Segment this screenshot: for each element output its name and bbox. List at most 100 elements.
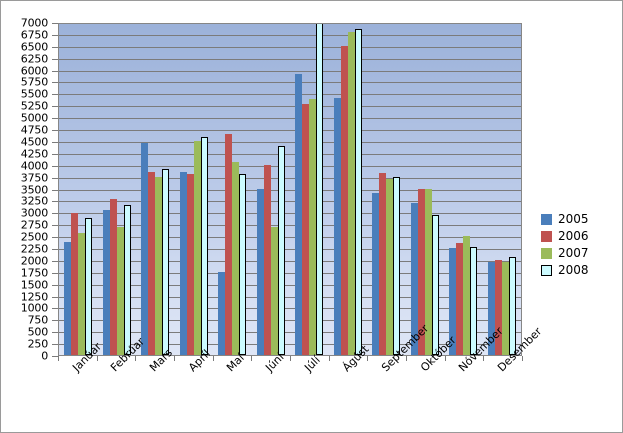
legend-label-2006: 2006 — [558, 229, 589, 243]
gridline — [59, 130, 521, 132]
bar-júlí-2005[interactable] — [295, 74, 303, 355]
bar-júní-2005[interactable] — [256, 188, 264, 355]
bar-febrúar-2008[interactable] — [123, 205, 131, 355]
bar-desember-2006[interactable] — [494, 259, 502, 355]
bar-mars-2005[interactable] — [141, 143, 149, 355]
y-axis-tick-label: 1500 — [20, 278, 48, 292]
bar-febrúar-2006[interactable] — [109, 199, 117, 355]
bar-febrúar-2007[interactable] — [116, 226, 124, 355]
x-axis-tick-mark — [97, 356, 98, 361]
bar-ágúst-2008[interactable] — [354, 29, 362, 355]
bar-júlí-2006[interactable] — [302, 104, 310, 355]
bar-nóvember-2008[interactable] — [470, 246, 478, 355]
y-axis-tick-mark — [52, 344, 58, 346]
bar-september-2008[interactable] — [393, 176, 401, 355]
y-axis-tick-mark — [52, 58, 58, 60]
bar-október-2007[interactable] — [424, 188, 432, 355]
bar-desember-2007[interactable] — [501, 262, 509, 355]
bar-mars-2007[interactable] — [155, 176, 163, 355]
x-axis: Janúar Febrúar Mars Apríl Maí Júní Júlí Ágúst Se… — [58, 322, 544, 432]
bar-janúar-2008[interactable] — [85, 218, 93, 355]
bar-maí-2005[interactable] — [218, 271, 226, 355]
chart-legend: 2005 2006 2007 2008 — [541, 211, 615, 279]
bar-mars-2006[interactable] — [148, 171, 156, 355]
bar-janúar-2005[interactable] — [64, 242, 72, 355]
bar-október-2006[interactable] — [417, 188, 425, 355]
gridline — [59, 165, 521, 167]
bar-janúar-2006[interactable] — [71, 213, 79, 355]
y-axis-tick-label: 250 — [27, 337, 49, 351]
bar-október-2005[interactable] — [410, 202, 418, 355]
month-bar-group — [98, 24, 137, 355]
gridline — [59, 106, 521, 108]
bar-ágúst-2005[interactable] — [333, 98, 341, 355]
bar-október-2008[interactable] — [431, 214, 439, 355]
y-axis-tick-label: 3750 — [20, 171, 48, 185]
bar-júní-2006[interactable] — [263, 164, 271, 355]
bar-desember-2005[interactable] — [487, 262, 495, 355]
bar-apríl-2005[interactable] — [179, 171, 187, 355]
y-axis-tick-label: 500 — [27, 325, 49, 339]
legend-item-2005[interactable]: 2005 — [541, 211, 615, 227]
y-axis-tick-mark — [52, 213, 58, 215]
y-axis-tick-label: 4500 — [20, 135, 48, 149]
legend-swatch-icon-2007 — [541, 247, 552, 259]
gridline — [59, 70, 521, 72]
gridline — [59, 46, 521, 48]
bar-júní-2008[interactable] — [277, 145, 285, 355]
y-axis-tick-mark — [52, 23, 58, 24]
y-axis-tick-mark — [52, 34, 58, 36]
gridline — [59, 272, 521, 274]
y-axis-tick-label: 5750 — [20, 75, 48, 89]
plot-area — [58, 23, 522, 356]
bar-apríl-2006[interactable] — [186, 174, 194, 355]
x-axis-tick-mark — [483, 356, 484, 361]
bar-febrúar-2005[interactable] — [102, 209, 110, 355]
bar-mars-2008[interactable] — [162, 169, 170, 355]
x-axis-tick-mark — [174, 356, 175, 361]
bar-desember-2008[interactable] — [508, 257, 516, 355]
bar-nóvember-2006[interactable] — [456, 243, 464, 355]
y-axis-tick-label: 2750 — [20, 218, 48, 232]
x-axis-label-júlí: Júlí — [302, 353, 323, 375]
month-bar-group — [483, 24, 522, 355]
bar-maí-2007[interactable] — [232, 162, 240, 355]
gridline — [59, 34, 521, 36]
gridline — [59, 332, 521, 334]
bar-nóvember-2007[interactable] — [463, 236, 471, 355]
y-axis-tick-mark — [52, 201, 58, 203]
legend-label-2005: 2005 — [558, 212, 589, 226]
bar-maí-2008[interactable] — [239, 174, 247, 355]
bar-apríl-2007[interactable] — [193, 140, 201, 355]
y-axis-tick-label: 0 — [41, 349, 48, 363]
y-axis-tick-label: 3500 — [20, 183, 48, 196]
gridline — [59, 141, 521, 143]
y-axis-tick-mark — [52, 308, 58, 310]
x-axis-tick-mark — [445, 356, 446, 361]
legend-swatch-icon-2006 — [541, 230, 552, 242]
y-axis-tick-label: 6250 — [20, 52, 48, 66]
gridline — [59, 320, 521, 322]
bar-nóvember-2005[interactable] — [449, 247, 457, 355]
bar-júní-2007[interactable] — [270, 226, 278, 355]
bar-apríl-2008[interactable] — [200, 137, 208, 355]
y-axis-tick-mark — [52, 118, 58, 120]
bar-júlí-2007[interactable] — [309, 99, 317, 355]
legend-item-2008[interactable]: 2008 — [541, 262, 615, 278]
y-axis-tick-label: 5250 — [20, 99, 48, 113]
y-axis-tick-mark — [52, 260, 58, 262]
bar-september-2006[interactable] — [379, 173, 387, 355]
bar-september-2005[interactable] — [372, 193, 380, 355]
bar-ágúst-2007[interactable] — [347, 31, 355, 355]
bar-janúar-2007[interactable] — [78, 232, 86, 355]
month-bar-group — [175, 24, 214, 355]
bar-júlí-2008[interactable] — [316, 24, 324, 355]
bar-maí-2006[interactable] — [225, 133, 233, 355]
legend-item-2006[interactable]: 2006 — [541, 228, 615, 244]
bar-ágúst-2006[interactable] — [340, 45, 348, 355]
y-axis-tick-mark — [52, 130, 58, 132]
x-axis-tick-mark — [367, 356, 368, 361]
x-axis-tick-mark — [213, 356, 214, 361]
bar-september-2007[interactable] — [386, 179, 394, 355]
legend-item-2007[interactable]: 2007 — [541, 245, 615, 261]
